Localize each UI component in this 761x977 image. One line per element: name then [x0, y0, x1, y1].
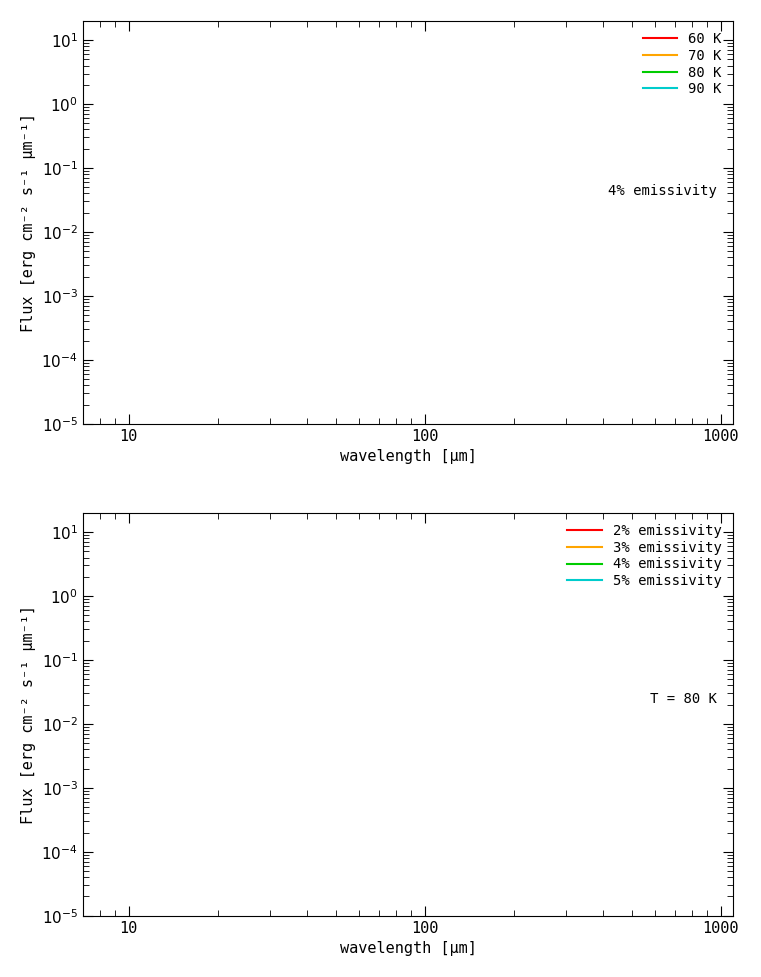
- X-axis label: wavelength [μm]: wavelength [μm]: [339, 449, 476, 464]
- Text: T = 80 K: T = 80 K: [650, 692, 717, 706]
- X-axis label: wavelength [μm]: wavelength [μm]: [339, 941, 476, 956]
- Y-axis label: Flux [erg cm⁻² s⁻¹ μm⁻¹]: Flux [erg cm⁻² s⁻¹ μm⁻¹]: [21, 605, 36, 824]
- Legend: 2% emissivity, 3% emissivity, 4% emissivity, 5% emissivity: 2% emissivity, 3% emissivity, 4% emissiv…: [563, 520, 726, 592]
- Y-axis label: Flux [erg cm⁻² s⁻¹ μm⁻¹]: Flux [erg cm⁻² s⁻¹ μm⁻¹]: [21, 112, 36, 332]
- Legend: 60 K, 70 K, 80 K, 90 K: 60 K, 70 K, 80 K, 90 K: [638, 27, 726, 101]
- Text: 4% emissivity: 4% emissivity: [608, 184, 717, 198]
